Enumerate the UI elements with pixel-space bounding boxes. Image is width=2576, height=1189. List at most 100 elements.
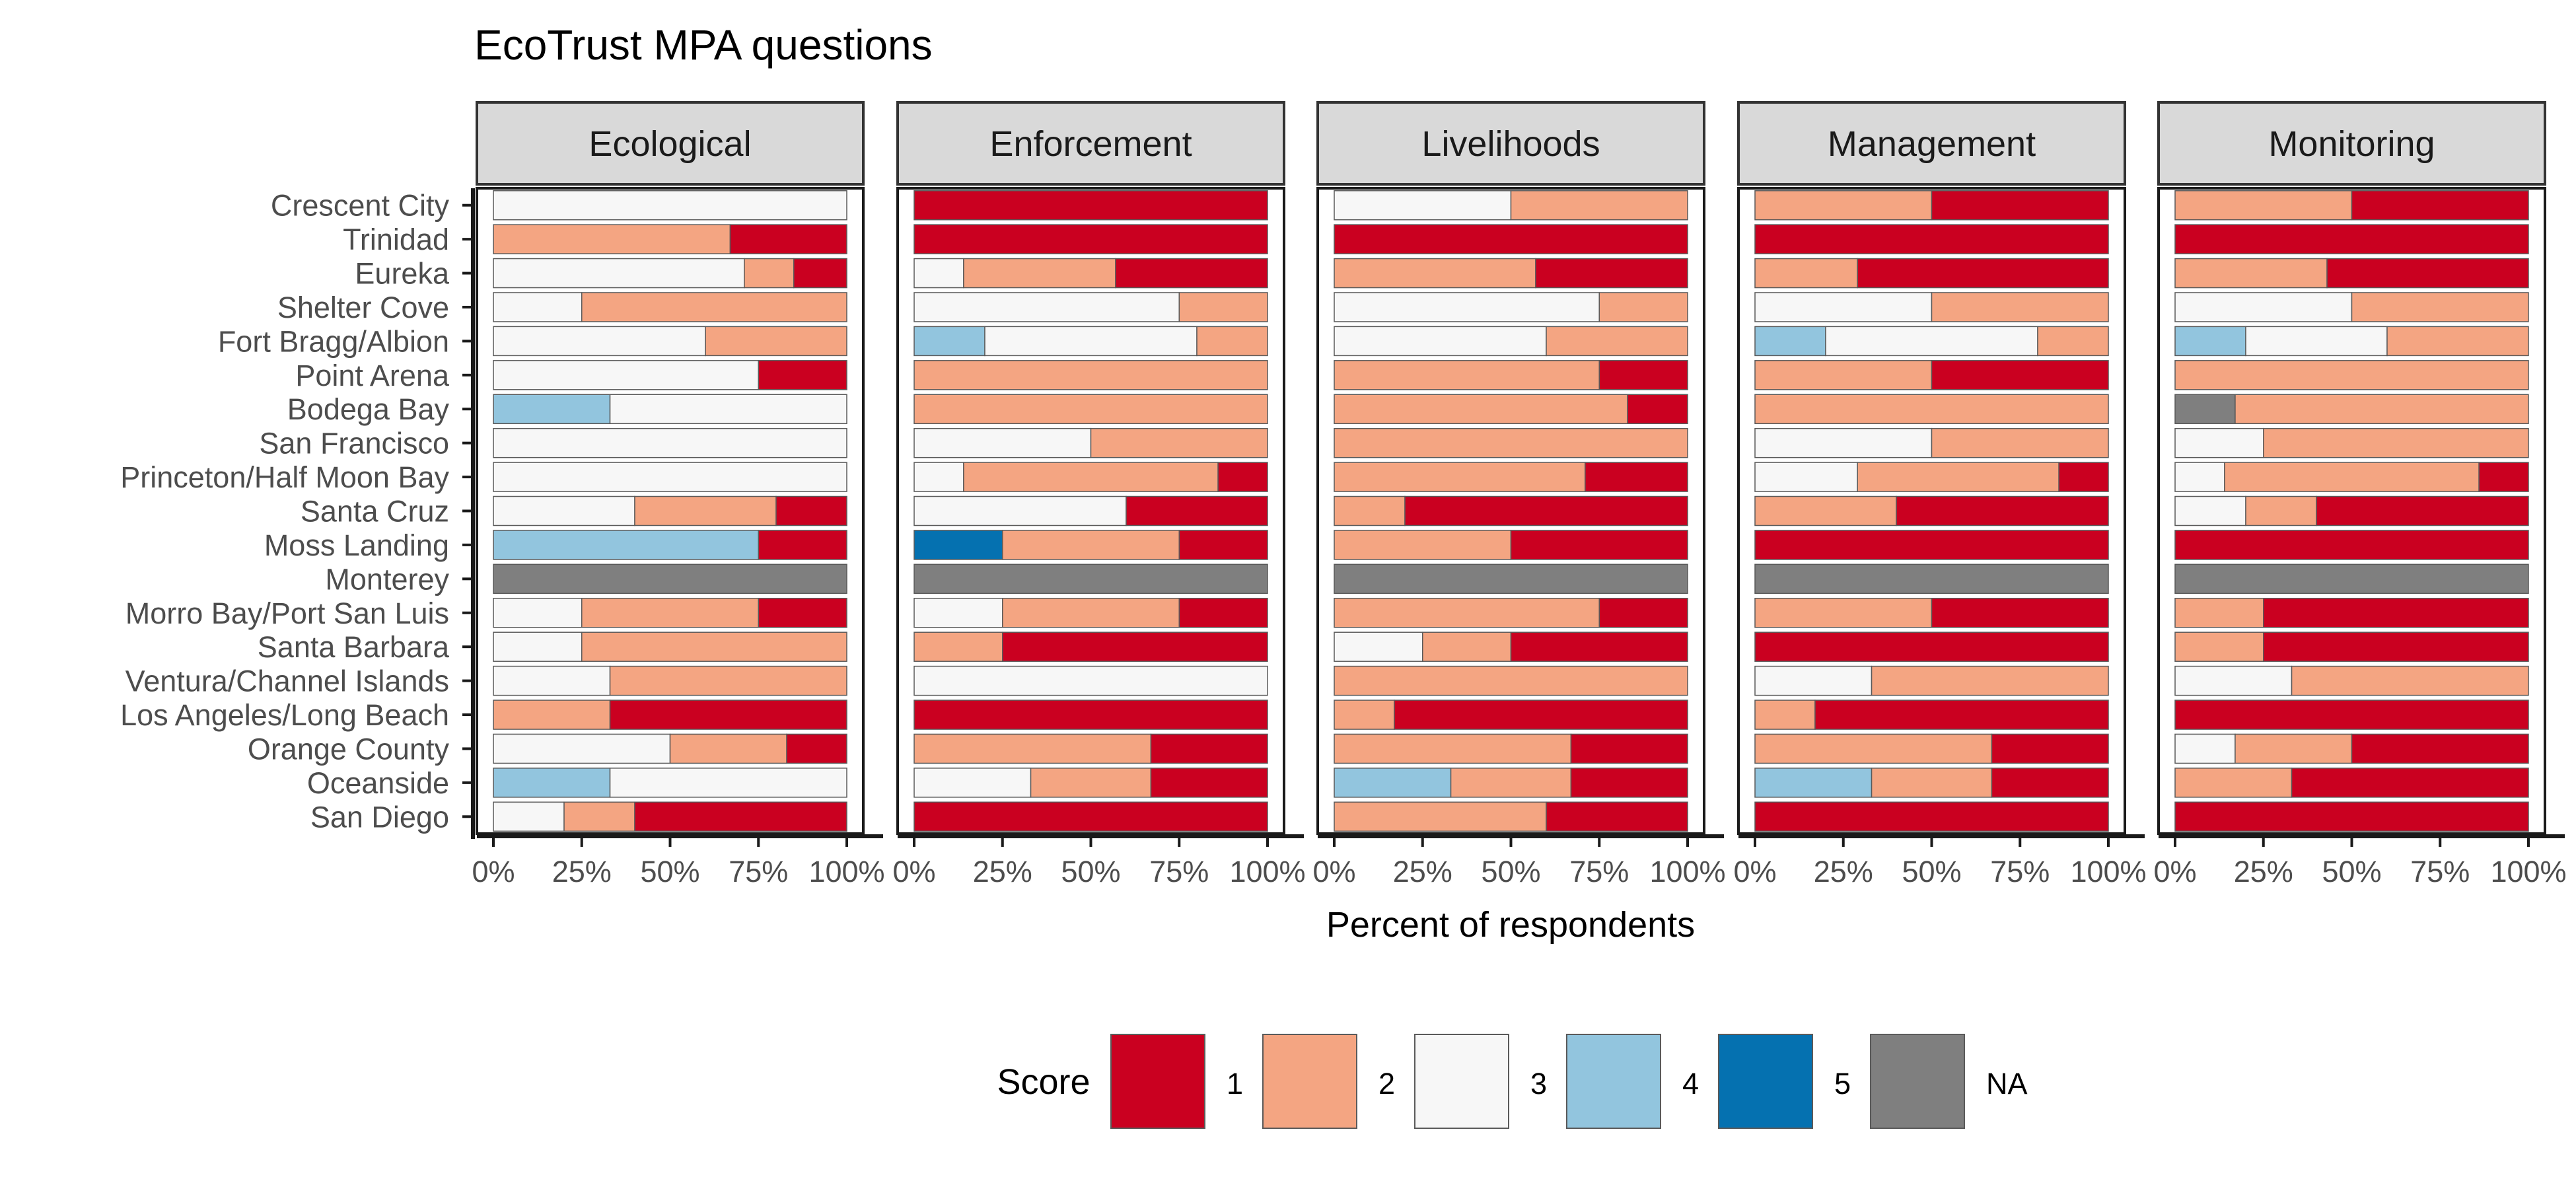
bar-segment-enforcement-monterey-score-na [913, 563, 1268, 594]
bar-segment-enforcement-moss-landing-score-5 [913, 530, 1003, 560]
bar-segment-monitoring-moss-landing-score-1 [2174, 530, 2529, 560]
bar-segment-management-santa-cruz-score-1 [1896, 495, 2109, 526]
bar-segment-livelihoods-san-francisco-score-2 [1334, 427, 1688, 458]
legend-swatch-4 [1566, 1034, 1661, 1129]
bar-segment-ecological-san-francisco-score-3 [493, 427, 847, 458]
bar-segment-monitoring-eureka-score-1 [2326, 258, 2529, 289]
bar-segment-livelihoods-los-angeles-long-beach-score-2 [1334, 700, 1395, 730]
bar-segment-management-shelter-cove-score-2 [1931, 292, 2109, 322]
bar-segment-monitoring-orange-county-score-2 [2235, 733, 2353, 764]
y-tick-label-morro-bay-port-san-luis: Morro Bay/Port San Luis [125, 596, 449, 630]
legend-label-1: 1 [1227, 1067, 1243, 1100]
bar-segment-livelihoods-point-arena-score-2 [1334, 360, 1600, 390]
facet-label: Enforcement [989, 124, 1192, 164]
legend-label-2: 2 [1378, 1067, 1395, 1100]
bar-segment-ecological-santa-barbara-score-3 [493, 631, 583, 662]
bar-segment-monitoring-fort-bragg-albion-score-2 [2386, 326, 2529, 357]
bar-segment-monitoring-santa-cruz-score-3 [2174, 495, 2246, 526]
bar-segment-management-princeton-half-moon-bay-score-2 [1857, 462, 2059, 492]
bar-segment-enforcement-crescent-city-score-1 [913, 190, 1268, 221]
bar-segment-ecological-point-arena-score-1 [758, 360, 847, 390]
bar-segment-livelihoods-shelter-cove-score-3 [1334, 292, 1600, 322]
bar-segment-livelihoods-santa-barbara-score-3 [1334, 631, 1423, 662]
y-tick-label-santa-barbara: Santa Barbara [258, 630, 450, 664]
facet-panels: Ecological 0% 25% 50% 75% 100% Enforcement 0% 25… [472, 101, 2567, 888]
bar-segment-enforcement-ventura-channel-islands-score-3 [913, 665, 1268, 696]
x-tick-label: 100% [2070, 855, 2146, 888]
bar-segment-livelihoods-santa-cruz-score-2 [1334, 495, 1406, 526]
bar-segment-management-monterey-score-na [1754, 563, 2109, 594]
bar-segment-ecological-bodega-bay-score-4 [493, 394, 611, 424]
bar-segment-enforcement-moss-landing-score-1 [1178, 530, 1268, 560]
facet-strip-livelihoods [1316, 101, 1705, 186]
x-tick-label: 50% [640, 855, 699, 888]
x-tick-label: 75% [1149, 855, 1209, 888]
bar-segment-monitoring-monterey-score-na [2174, 563, 2529, 594]
bar-segment-management-moss-landing-score-1 [1754, 530, 2109, 560]
bar-segment-monitoring-crescent-city-score-1 [2351, 190, 2529, 221]
bar-segment-ecological-orange-county-score-2 [669, 733, 787, 764]
bar-segment-enforcement-bodega-bay-score-2 [913, 394, 1268, 424]
bar-segment-monitoring-princeton-half-moon-bay-score-1 [2478, 462, 2529, 492]
y-tick-label-point-arena: Point Arena [295, 359, 450, 392]
bar-segment-livelihoods-monterey-score-na [1334, 563, 1688, 594]
x-tick-label: 0% [472, 855, 515, 888]
bar-segment-enforcement-eureka-score-1 [1115, 258, 1268, 289]
y-tick-label-monterey: Monterey [325, 562, 449, 596]
bar-segment-enforcement-santa-cruz-score-1 [1126, 495, 1268, 526]
bar-segment-livelihoods-bodega-bay-score-1 [1627, 394, 1688, 424]
panel-enforcement: Enforcement 0% 25% 50% 75% 100% [892, 101, 1306, 888]
y-tick-label-santa-cruz: Santa Cruz [301, 495, 449, 528]
bar-segment-ecological-trinidad-score-1 [729, 224, 847, 254]
facet-strip-management [1737, 101, 2126, 186]
bar-segment-enforcement-fort-bragg-albion-score-2 [1196, 326, 1268, 357]
bar-segment-enforcement-eureka-score-2 [963, 258, 1116, 289]
bar-segment-livelihoods-los-angeles-long-beach-score-1 [1394, 700, 1688, 730]
x-tick-label: 0% [1312, 855, 1355, 888]
bar-segment-ecological-ventura-channel-islands-score-3 [493, 665, 611, 696]
panel-monitoring: Monitoring 0% 25% 50% 75% 100% [2153, 101, 2567, 888]
bar-segment-ecological-santa-barbara-score-2 [581, 631, 847, 662]
bar-segment-livelihoods-santa-cruz-score-1 [1404, 495, 1688, 526]
legend-label-na: NA [1986, 1067, 2028, 1100]
bar-segment-management-santa-barbara-score-1 [1754, 631, 2109, 662]
bar-segment-monitoring-san-francisco-score-2 [2263, 427, 2529, 458]
bar-segment-management-morro-bay-port-san-luis-score-2 [1754, 598, 1933, 628]
x-tick-label: 25% [1814, 855, 1873, 888]
bar-segment-management-orange-county-score-2 [1754, 733, 1993, 764]
bar-segment-livelihoods-orange-county-score-2 [1334, 733, 1572, 764]
bar-segment-livelihoods-san-diego-score-2 [1334, 801, 1547, 832]
y-tick-label-shelter-cove: Shelter Cove [277, 291, 449, 324]
bar-segment-enforcement-eureka-score-3 [913, 258, 964, 289]
legend-label-4: 4 [1682, 1067, 1699, 1100]
y-tick-label-san-francisco: San Francisco [259, 427, 449, 460]
bar-segment-livelihoods-orange-county-score-1 [1570, 733, 1688, 764]
legend-swatch-na [1870, 1034, 1965, 1129]
x-tick-label: 75% [2410, 855, 2470, 888]
facet-strip-ecological [476, 101, 865, 186]
x-tick-label: 100% [808, 855, 884, 888]
bar-segment-ecological-moss-landing-score-4 [493, 530, 759, 560]
legend-title: Score [997, 1062, 1090, 1102]
bar-segment-monitoring-fort-bragg-albion-score-4 [2174, 326, 2246, 357]
y-tick-label-princeton-half-moon-bay: Princeton/Half Moon Bay [120, 460, 449, 494]
bar-segment-livelihoods-crescent-city-score-3 [1334, 190, 1512, 221]
legend-swatch-3 [1414, 1034, 1509, 1129]
x-tick-label: 25% [2234, 855, 2293, 888]
bar-segment-management-san-francisco-score-2 [1931, 427, 2109, 458]
panel-livelihoods: Livelihoods 0% 25% 50% 75% 100% [1312, 101, 1726, 888]
bar-segment-monitoring-bodega-bay-score-2 [2235, 394, 2529, 424]
bar-segment-management-princeton-half-moon-bay-score-1 [2058, 462, 2109, 492]
legend-swatch-2 [1262, 1034, 1357, 1129]
x-tick-label: 50% [2322, 855, 2381, 888]
bar-segment-monitoring-los-angeles-long-beach-score-1 [2174, 700, 2529, 730]
bar-segment-ecological-san-diego-score-3 [493, 801, 565, 832]
panel-ecological: Ecological 0% 25% 50% 75% 100% [472, 101, 885, 888]
y-tick-label-orange-county: Orange County [248, 732, 450, 766]
bar-segment-ecological-fort-bragg-albion-score-3 [493, 326, 706, 357]
bar-segment-ecological-point-arena-score-3 [493, 360, 759, 390]
bar-segment-management-point-arena-score-1 [1931, 360, 2109, 390]
bar-segment-monitoring-orange-county-score-1 [2351, 733, 2529, 764]
